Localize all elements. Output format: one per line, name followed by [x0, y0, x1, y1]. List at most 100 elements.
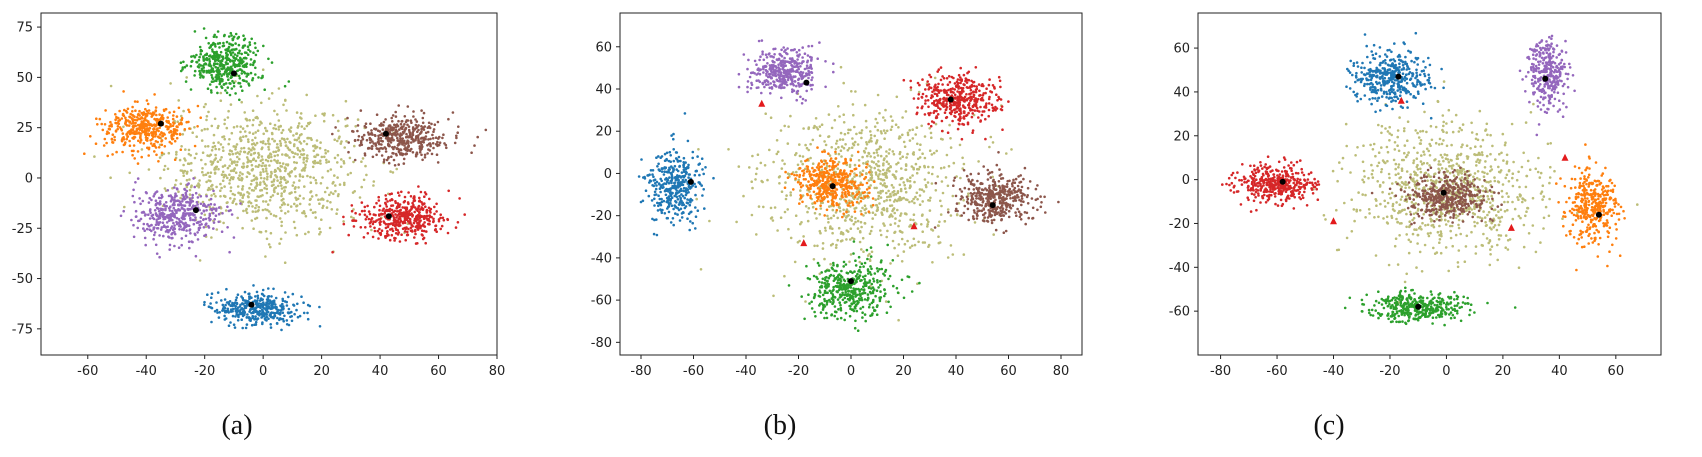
data-point	[333, 138, 337, 141]
data-point	[413, 127, 417, 131]
data-point	[173, 139, 177, 143]
data-point	[420, 201, 423, 204]
data-point	[272, 127, 275, 130]
data-point	[336, 119, 340, 123]
data-point	[441, 216, 445, 220]
data-point	[352, 130, 355, 133]
data-point	[241, 89, 244, 92]
data-point	[384, 150, 388, 153]
data-point	[245, 211, 249, 215]
data-point	[294, 196, 298, 200]
data-point	[432, 146, 435, 150]
data-point	[404, 208, 408, 212]
data-point	[278, 242, 281, 245]
data-point	[224, 89, 227, 92]
data-point	[339, 165, 343, 168]
data-point	[392, 158, 396, 162]
data-point	[267, 145, 270, 149]
data-point	[407, 128, 411, 132]
data-point	[250, 37, 253, 41]
data-point	[388, 199, 392, 202]
data-point	[402, 157, 406, 161]
data-point	[266, 159, 270, 163]
data-point	[255, 204, 258, 207]
data-point	[157, 146, 161, 149]
data-point	[322, 198, 325, 201]
data-point	[109, 120, 112, 124]
data-point	[125, 137, 129, 141]
data-point	[169, 199, 173, 203]
data-point	[248, 41, 251, 44]
data-point	[274, 169, 278, 173]
data-point	[137, 112, 140, 116]
data-point	[187, 108, 190, 112]
data-point	[400, 120, 404, 123]
data-point	[219, 91, 223, 95]
data-point	[235, 143, 239, 146]
data-point	[280, 203, 284, 207]
data-point	[214, 65, 217, 69]
data-point	[133, 118, 137, 122]
data-point	[205, 118, 208, 122]
data-point	[315, 193, 318, 197]
data-point	[267, 243, 271, 246]
data-point	[347, 150, 350, 154]
data-point	[196, 231, 199, 234]
data-point	[163, 145, 167, 148]
data-point	[227, 78, 230, 81]
data-point	[184, 80, 188, 83]
data-point	[194, 204, 197, 208]
data-point	[433, 212, 436, 216]
data-point	[140, 148, 144, 151]
data-point	[251, 138, 254, 142]
data-point	[247, 140, 250, 144]
data-point	[160, 143, 164, 147]
data-point	[240, 69, 244, 72]
data-point	[163, 164, 167, 168]
data-point	[185, 76, 188, 79]
data-point	[342, 215, 345, 219]
data-point	[359, 141, 363, 144]
data-point	[258, 183, 262, 186]
data-point	[251, 109, 255, 112]
data-point	[222, 149, 225, 152]
data-point	[121, 132, 125, 135]
data-point	[285, 181, 288, 185]
data-point	[411, 126, 415, 129]
data-point	[318, 232, 321, 236]
data-point	[123, 108, 126, 112]
data-point	[219, 72, 222, 76]
data-point	[382, 158, 386, 161]
data-point	[188, 188, 192, 192]
data-point	[264, 200, 268, 203]
data-point	[394, 232, 398, 235]
data-point	[399, 122, 403, 126]
data-point	[243, 130, 247, 133]
data-point	[332, 192, 335, 196]
data-point	[131, 110, 134, 113]
data-point	[242, 146, 246, 150]
data-point	[113, 138, 116, 142]
cluster-points	[93, 68, 410, 265]
data-point	[231, 59, 234, 63]
data-point	[189, 169, 193, 172]
data-point	[446, 218, 450, 222]
data-point	[434, 224, 438, 227]
data-point	[199, 116, 202, 119]
data-point	[193, 74, 196, 77]
data-point	[293, 167, 296, 171]
data-point	[458, 197, 461, 200]
data-point	[250, 148, 253, 152]
data-point	[247, 48, 250, 51]
data-point	[230, 87, 234, 90]
data-point	[279, 237, 283, 241]
data-point	[145, 119, 148, 122]
data-point	[200, 74, 203, 77]
data-point	[126, 135, 129, 139]
data-point	[405, 212, 409, 215]
data-point	[219, 195, 222, 198]
data-point	[262, 44, 265, 48]
data-point	[302, 161, 306, 164]
data-point	[280, 184, 283, 187]
data-point	[436, 120, 440, 124]
